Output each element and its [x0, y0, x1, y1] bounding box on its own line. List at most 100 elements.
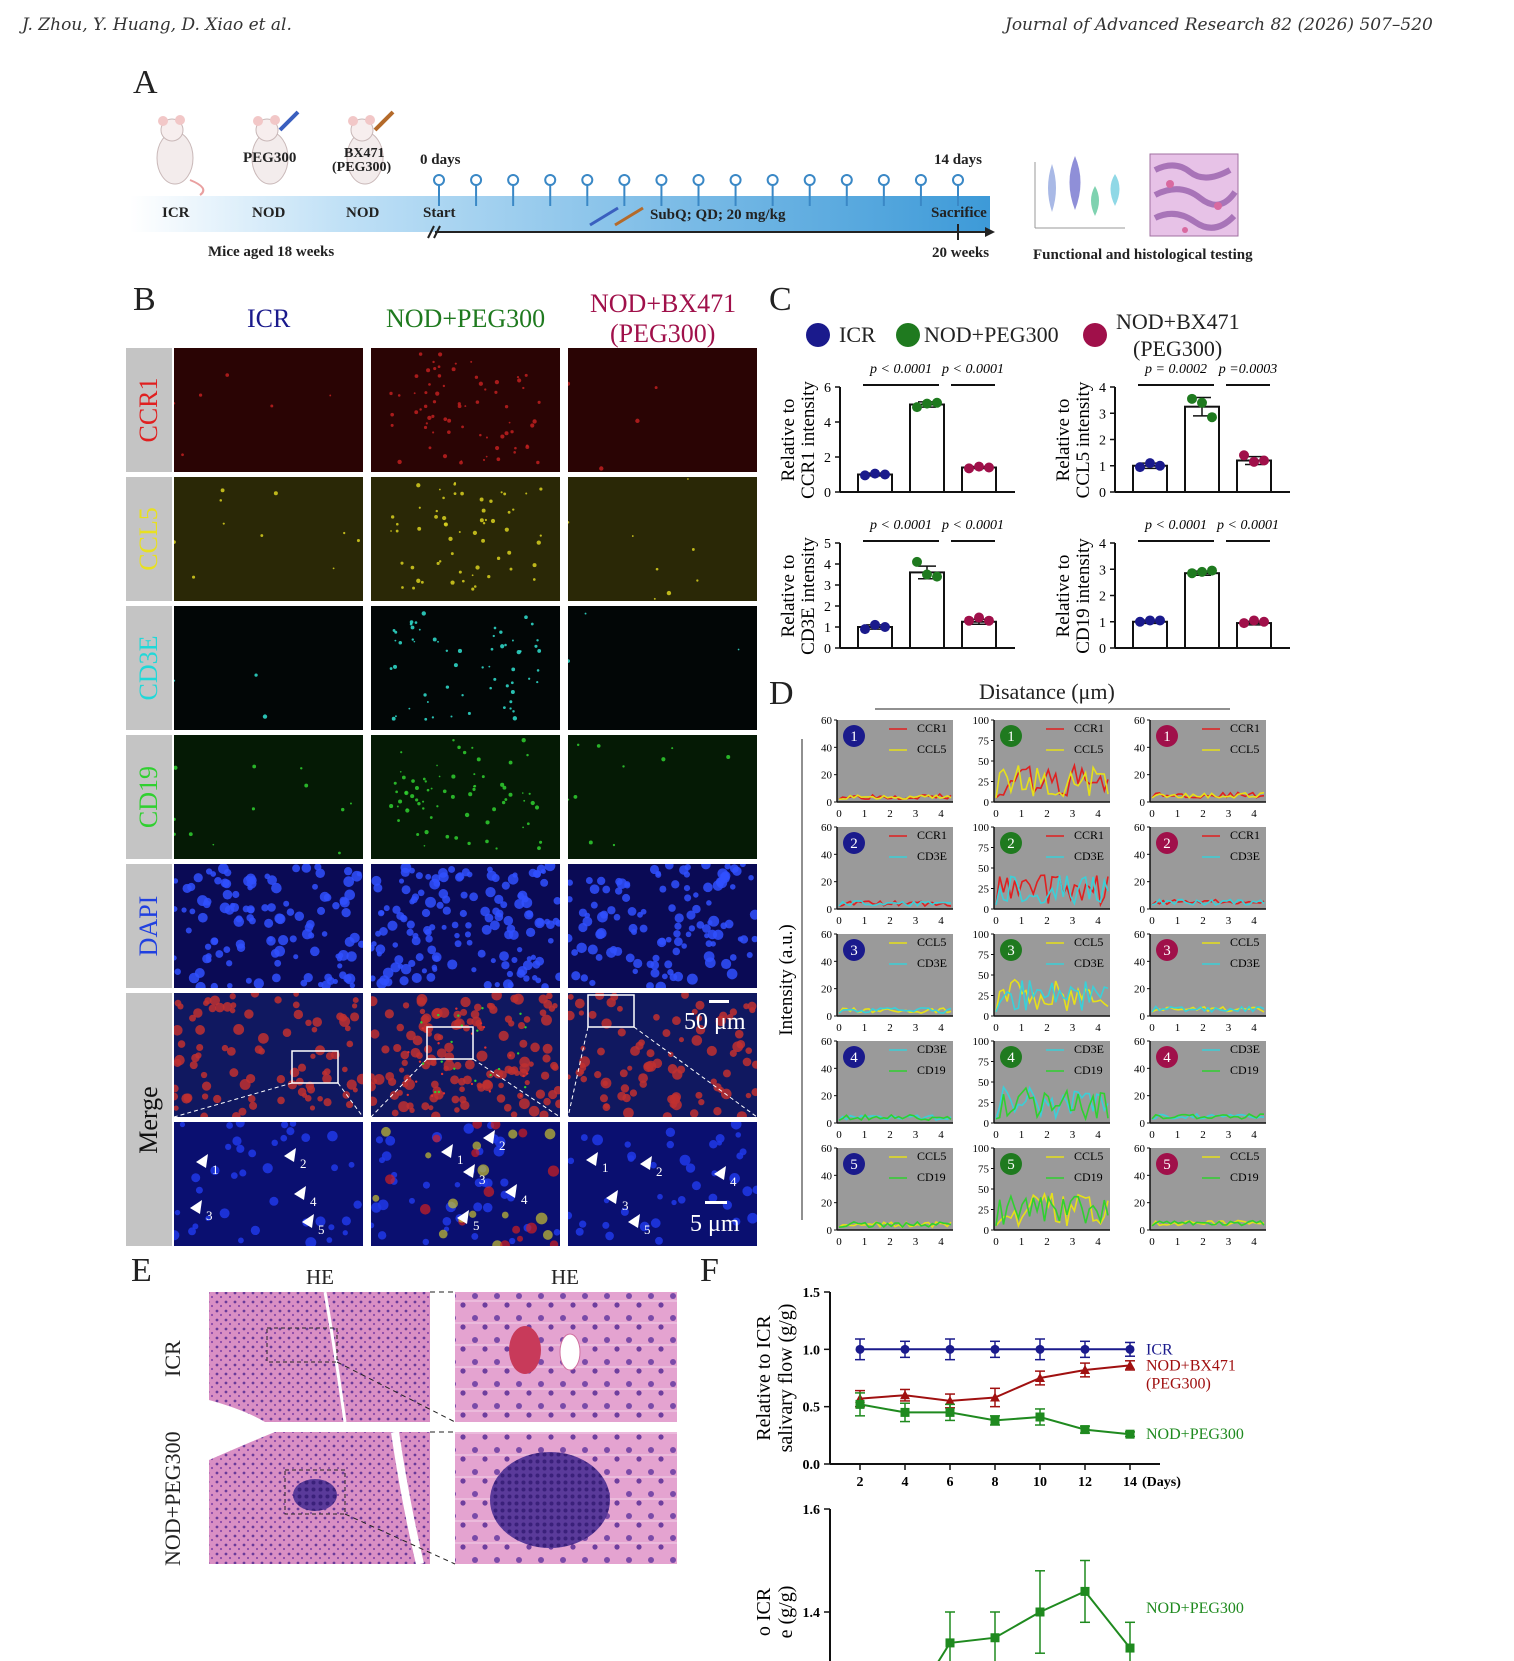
cell-dot — [724, 864, 731, 870]
cell-dot — [371, 1096, 378, 1106]
y-tick-label: 3 — [1099, 407, 1106, 422]
timeline-schematic — [130, 110, 1239, 240]
cell-dot — [667, 969, 674, 976]
cell-dot — [752, 1185, 757, 1195]
y-tick-label: 25 — [978, 991, 990, 1003]
cell-dot — [225, 373, 230, 377]
arrowhead-icon — [284, 1148, 296, 1162]
roi-number-badge — [843, 1153, 865, 1175]
cell-dot — [300, 767, 303, 770]
cell-dot — [580, 1075, 588, 1083]
cell-dot — [517, 378, 522, 383]
cell-dot — [209, 995, 221, 1006]
cell-dot — [695, 1000, 705, 1010]
group-treatment-peg: PEG300 — [243, 150, 297, 166]
cell-dot — [181, 453, 184, 457]
cell-dot — [722, 1069, 731, 1078]
merge-dot — [523, 1085, 527, 1089]
cell-dot — [271, 1139, 278, 1147]
cell-dot — [274, 959, 282, 967]
cell-dot — [546, 993, 553, 1000]
cell-dot — [312, 1017, 323, 1027]
x-tick-label: 1 — [862, 808, 868, 820]
cell-dot — [450, 580, 455, 585]
cell-dot — [494, 379, 500, 385]
legend-dot-icr — [806, 323, 830, 347]
merge-dot — [438, 1229, 448, 1239]
arrow-number: 2 — [300, 1156, 307, 1171]
cell-dot — [346, 951, 357, 962]
cell-dot — [664, 960, 673, 969]
profile-line — [995, 874, 1109, 908]
cell-dot — [424, 391, 428, 395]
cell-dot — [401, 1059, 408, 1067]
cell-dot — [459, 1086, 465, 1093]
cell-dot — [532, 578, 536, 581]
cell-dot — [508, 421, 511, 424]
cell-dot — [517, 1022, 526, 1030]
cell-dot — [522, 826, 524, 829]
cell-dot — [469, 892, 479, 902]
profile-line — [838, 1220, 952, 1229]
cell-dot — [451, 1020, 462, 1031]
cell-dot — [489, 499, 493, 503]
cell-dot — [393, 664, 398, 669]
cell-dot — [629, 1089, 638, 1097]
cell-dot — [630, 1046, 640, 1056]
y-tick-label: 40 — [821, 1063, 833, 1075]
cell-dot — [401, 775, 406, 780]
cell-dot — [517, 966, 528, 976]
cell-dot — [695, 1015, 703, 1022]
cell-dot — [650, 1161, 657, 1169]
cell-dot — [471, 967, 477, 973]
cell-dot — [472, 787, 476, 791]
merge-dot — [492, 1240, 503, 1246]
cell-dot — [423, 844, 426, 847]
cell-dot — [442, 906, 451, 915]
cell-dot — [343, 531, 346, 535]
cell-dot — [174, 817, 176, 821]
cell-dot — [585, 877, 593, 884]
line-profile-plot: 0 20 40 60 0 1 2 3 4 CCL5 CD19 5 — [821, 1143, 953, 1248]
cell-dot — [174, 402, 176, 405]
cell-dot — [532, 975, 538, 981]
cell-dot — [691, 1035, 703, 1046]
cell-dot — [708, 915, 720, 927]
merge-dot — [437, 1013, 440, 1017]
legend-dot-peg — [896, 323, 920, 347]
he-header-left: HE — [306, 1265, 334, 1289]
x-tick-label: 3 — [1070, 808, 1076, 820]
cell-dot — [226, 1046, 236, 1056]
y-tick-label: 25 — [978, 1098, 990, 1110]
cell-dot — [306, 919, 315, 929]
cell-dot — [476, 757, 481, 762]
cell-dot — [461, 579, 465, 583]
legend-label-bx-line1: NOD+BX471 — [1116, 309, 1240, 334]
data-marker — [990, 1415, 1000, 1425]
cell-dot — [442, 789, 447, 794]
roi-number-badge — [1000, 1153, 1022, 1175]
cell-dot — [414, 410, 419, 415]
cell-dot — [174, 1025, 183, 1036]
cell-dot — [510, 430, 514, 434]
cell-dot — [425, 896, 436, 908]
cell-dot — [297, 1063, 307, 1072]
arrow-number: 3 — [622, 1198, 629, 1213]
cell-dot — [596, 744, 601, 748]
cell-dot — [438, 775, 441, 778]
cell-dot — [544, 864, 556, 872]
cell-dot — [244, 1009, 254, 1019]
cell-dot — [501, 800, 506, 805]
y-tick-label: 60 — [1134, 715, 1146, 727]
cell-dot — [655, 871, 662, 878]
he-images — [209, 1291, 677, 1565]
cell-dot — [421, 908, 431, 918]
merge-dot — [457, 1014, 460, 1017]
dose-markers — [433, 174, 964, 206]
cell-dot — [454, 1107, 460, 1113]
cell-dot — [400, 1050, 410, 1060]
roi-number: 4 — [1007, 1050, 1015, 1066]
cell-dot — [676, 1065, 686, 1074]
cell-dot — [423, 404, 428, 409]
cell-dot — [174, 765, 178, 770]
